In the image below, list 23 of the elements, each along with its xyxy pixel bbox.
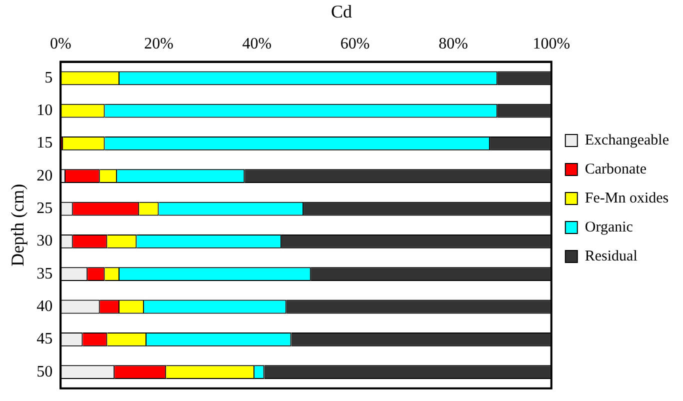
y-tick-label: 10 <box>36 102 53 119</box>
y-tick-label: 50 <box>36 363 53 380</box>
legend-label: Residual <box>584 248 638 264</box>
legend-label: Organic <box>584 219 634 236</box>
x-tick-label: 80% <box>438 35 468 52</box>
y-tick-label: 40 <box>36 298 53 315</box>
y-tick-label: 35 <box>36 265 53 282</box>
legend-label: Fe-Mn oxides <box>584 190 669 206</box>
y-tick-label: 45 <box>36 330 53 348</box>
legend-label: Exchangeable <box>584 132 670 148</box>
x-tick-label: 0% <box>50 35 72 52</box>
y-tick-label: 30 <box>36 232 53 250</box>
y-tick-label: 5 <box>44 69 53 86</box>
x-tick-label: 100% <box>532 35 570 52</box>
x-tick-label: 20% <box>144 35 174 52</box>
y-tick-label: 15 <box>36 134 53 152</box>
x-tick-label: 40% <box>242 35 272 52</box>
chart-title: Cd <box>330 2 352 22</box>
y-axis-title: Depth (cm) <box>8 184 28 266</box>
y-tick-label: 20 <box>36 167 53 184</box>
legend-label: Carbonate <box>584 161 647 178</box>
y-tick-label: 25 <box>36 200 53 217</box>
x-tick-label: 60% <box>340 35 370 52</box>
